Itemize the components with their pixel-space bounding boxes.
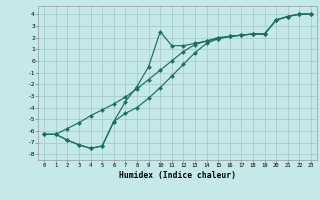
X-axis label: Humidex (Indice chaleur): Humidex (Indice chaleur) [119,171,236,180]
